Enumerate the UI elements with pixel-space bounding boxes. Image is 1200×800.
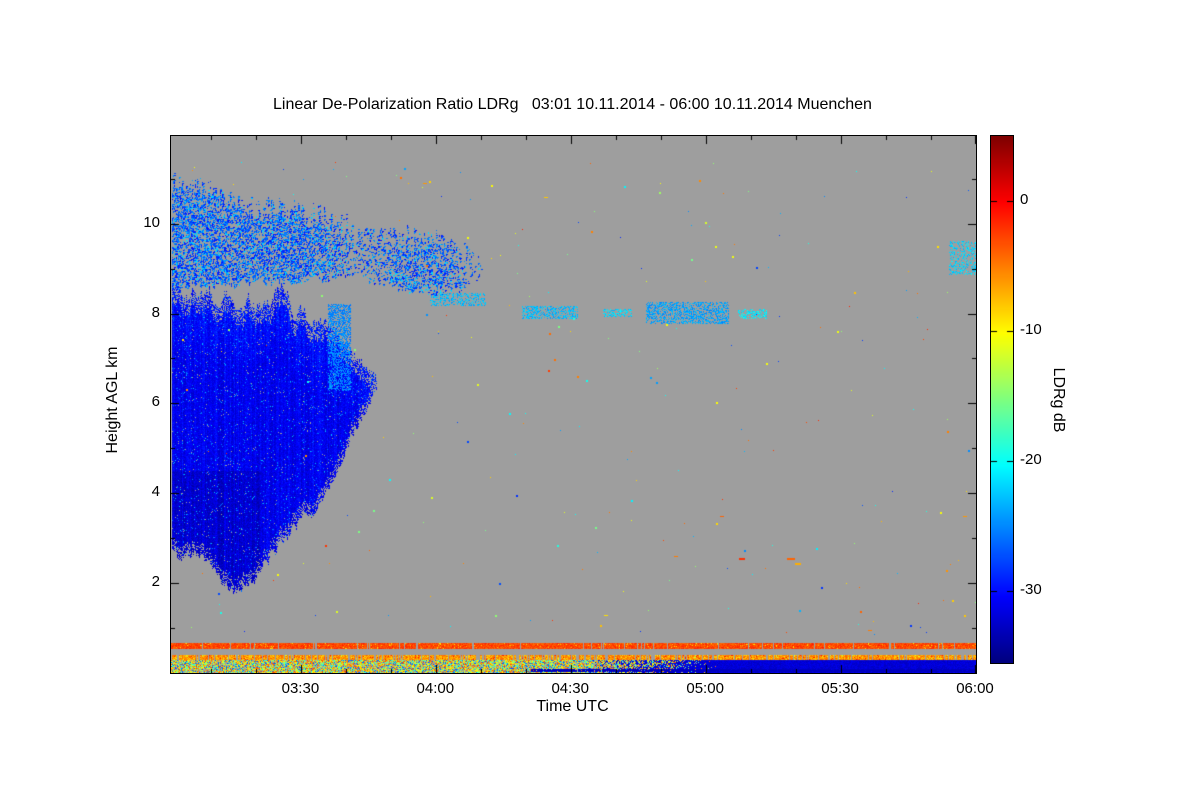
colorbar-tick-label: -10	[1020, 321, 1042, 339]
x-tick-label: 04:00	[416, 680, 455, 697]
colorbar-label: LDRg dB	[1050, 367, 1067, 433]
chart-title: Linear De-Polarization Ratio LDRg 03:01 …	[273, 96, 872, 113]
colorbar-canvas	[990, 135, 1014, 664]
heatmap-canvas	[170, 135, 977, 674]
x-tick-label: 04:30	[551, 680, 589, 697]
y-tick-label: 10	[143, 213, 160, 231]
y-tick-label: 6	[151, 393, 160, 411]
colorbar-tick-label: 0	[1020, 191, 1029, 209]
y-tick-label: 8	[151, 303, 160, 321]
y-tick-label: 4	[151, 483, 160, 501]
x-tick-label: 05:00	[686, 680, 724, 697]
y-tick-label: 2	[151, 573, 160, 591]
x-tick-label: 03:30	[281, 680, 320, 697]
x-tick-label: 06:00	[956, 680, 994, 697]
colorbar-tick-label: -20	[1020, 451, 1042, 469]
x-axis-label: Time UTC	[536, 698, 609, 715]
colorbar-tick-label: -30	[1020, 581, 1042, 599]
x-tick-label: 05:30	[821, 680, 859, 697]
